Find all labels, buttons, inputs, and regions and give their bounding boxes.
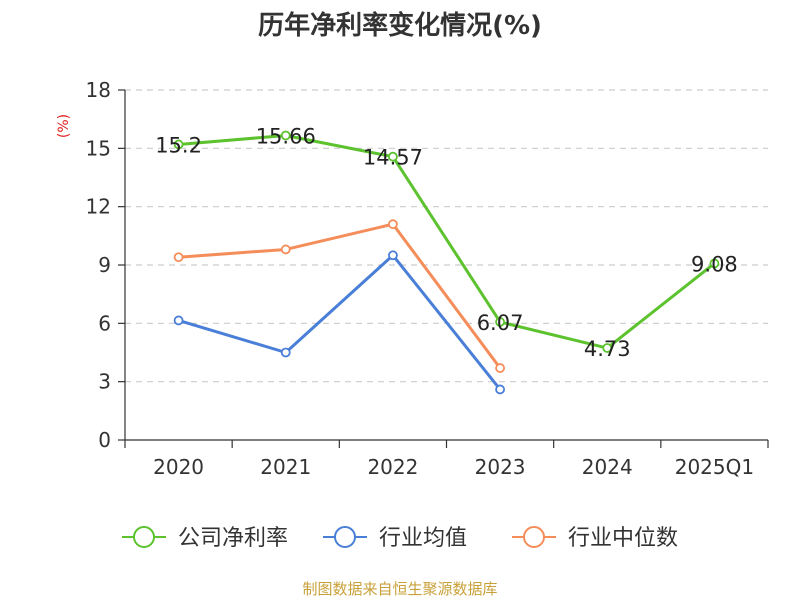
legend-label: 行业均值 — [379, 526, 467, 551]
legend-marker — [334, 526, 356, 548]
data-label: 4.73 — [584, 337, 631, 361]
data-point — [388, 151, 398, 162]
y-tick-label: 9 — [98, 253, 111, 277]
data-point — [388, 250, 398, 261]
series-0 — [173, 130, 720, 353]
data-label: 15.66 — [256, 125, 316, 149]
y-tick-label: 18 — [86, 78, 111, 102]
data-point — [173, 252, 184, 263]
series-lines — [173, 130, 720, 395]
series-line — [178, 134, 716, 350]
data-point — [709, 258, 720, 269]
x-tick-label: 2022 — [367, 455, 418, 479]
data-label: 6.07 — [477, 311, 524, 335]
legend-marker — [133, 526, 155, 548]
legend-item-1: 行业均值 — [323, 526, 467, 551]
series-1 — [173, 250, 505, 395]
data-point — [495, 363, 505, 373]
data-point — [495, 317, 505, 327]
data-label: 14.57 — [363, 146, 423, 170]
source-note: 制图数据来自恒生聚源数据库 — [302, 580, 497, 598]
y-tick-label: 0 — [98, 428, 111, 452]
x-tick-label: 2020 — [153, 455, 204, 479]
legend-item-0: 公司净利率 — [122, 526, 288, 551]
x-tick-label: 2025Q1 — [675, 455, 754, 479]
y-tick-label: 6 — [98, 311, 111, 335]
x-tick-label: 2024 — [582, 455, 633, 479]
data-label: 9.08 — [691, 252, 738, 276]
data-point — [173, 315, 184, 326]
grid-lines — [125, 89, 768, 383]
chart-title: 历年净利率变化情况(%) — [258, 10, 542, 41]
data-point — [388, 219, 398, 230]
data-label: 15.2 — [155, 133, 202, 157]
legend-marker — [523, 526, 545, 548]
data-point — [280, 130, 291, 141]
series-line — [178, 222, 502, 369]
y-tick-label: 3 — [98, 370, 111, 394]
legend: 公司净利率 行业均值 行业中位数 — [122, 526, 678, 551]
series-line — [178, 253, 502, 391]
data-point — [602, 343, 613, 353]
y-tick-label: 12 — [86, 195, 111, 219]
data-point — [280, 244, 291, 255]
legend-item-2: 行业中位数 — [512, 526, 678, 551]
x-tick-label: 2021 — [260, 455, 311, 479]
legend-label: 行业中位数 — [568, 526, 678, 551]
data-point — [280, 347, 291, 358]
legend-label: 公司净利率 — [178, 526, 288, 551]
y-tick-label: 15 — [86, 136, 111, 160]
axes: 0 3 6 9 12 15 18 2020 2021 2022 2023 2024 2025Q1 — [86, 78, 769, 479]
x-tick-label: 2023 — [475, 455, 526, 479]
y-axis-label: (%) — [56, 114, 72, 138]
data-point — [495, 384, 505, 395]
data-labels: 15.2 15.66 14.57 6.07 4.73 9.08 — [155, 125, 738, 362]
data-point — [173, 139, 184, 150]
series-2 — [173, 219, 505, 373]
